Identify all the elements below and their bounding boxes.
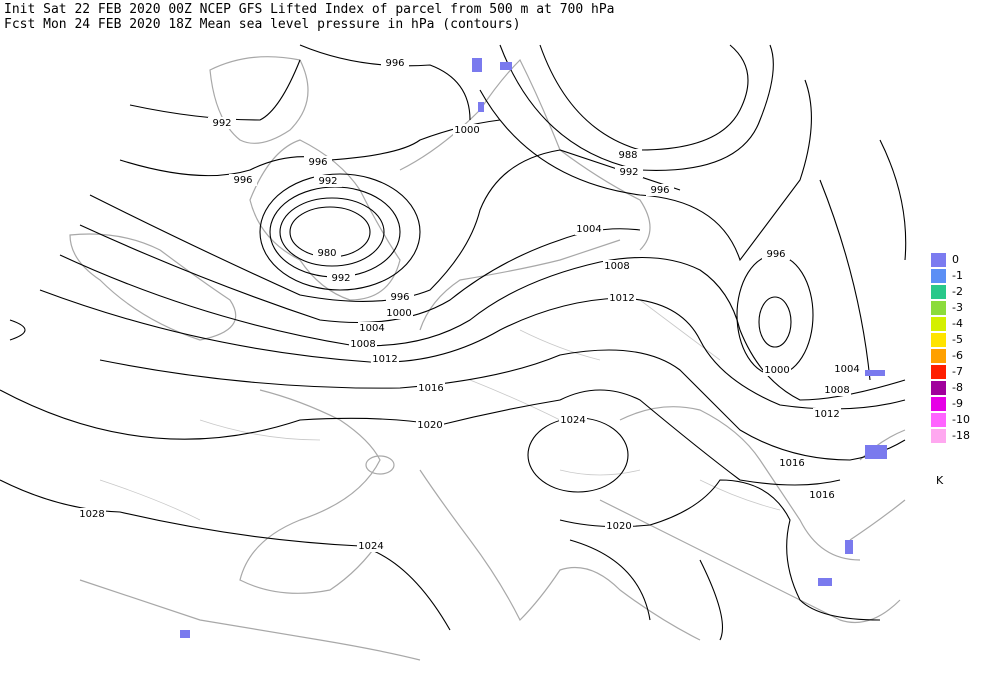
contour-label: 1000 xyxy=(454,125,479,136)
contour-label: 1024 xyxy=(358,541,383,552)
contour-label-bg xyxy=(349,338,377,350)
legend-swatch xyxy=(931,381,946,395)
contour-label-bg xyxy=(763,364,791,376)
contour-label: 992 xyxy=(331,273,350,284)
isobars xyxy=(0,44,907,641)
contour-label: 1024 xyxy=(560,415,585,426)
legend-label: -9 xyxy=(952,397,963,410)
contour-label-bg xyxy=(371,353,399,365)
contour-label-bg xyxy=(778,457,806,469)
legend-swatch xyxy=(931,253,946,267)
contour-label-bg xyxy=(327,272,355,284)
legend-label: -10 xyxy=(952,413,970,426)
contour-label: 992 xyxy=(619,167,638,178)
legend-swatch xyxy=(931,365,946,379)
contour-label-bg xyxy=(559,414,587,426)
contour-label: 1016 xyxy=(809,490,834,501)
contour-label-bg xyxy=(833,363,861,375)
legend-swatch xyxy=(931,269,946,283)
contour-label-bg xyxy=(608,292,636,304)
contour-label: 996 xyxy=(766,249,785,260)
contour-label-bg xyxy=(813,408,841,420)
contour-label: 996 xyxy=(233,175,252,186)
contour-label-bg xyxy=(313,247,341,259)
legend-swatch xyxy=(931,429,946,443)
legend-label: -1 xyxy=(952,269,963,282)
contour-label: 1012 xyxy=(609,293,634,304)
contour-label: 996 xyxy=(385,58,404,69)
contour-label-bg xyxy=(416,419,444,431)
legend-label: -3 xyxy=(952,301,963,314)
contour-label-bg xyxy=(314,175,342,187)
contour-label: 1016 xyxy=(418,383,443,394)
contour-label-bg xyxy=(229,174,257,186)
contour-label-bg xyxy=(614,149,642,161)
legend-unit: K xyxy=(936,474,944,487)
legend-swatch xyxy=(931,397,946,411)
contour-label: 992 xyxy=(212,118,231,129)
contour-label-bg xyxy=(304,156,332,168)
legend-label: 0 xyxy=(952,253,959,266)
contour-label-bg xyxy=(575,223,603,235)
contour-label: 1016 xyxy=(779,458,804,469)
contour-label: 996 xyxy=(390,292,409,303)
contour-label: 1008 xyxy=(604,261,629,272)
legend-label: -8 xyxy=(952,381,963,394)
contour-label-bg xyxy=(417,382,445,394)
legend-swatch xyxy=(931,285,946,299)
contour-label-bg xyxy=(823,384,851,396)
contour-label: 1004 xyxy=(576,224,601,235)
legend-swatch xyxy=(931,317,946,331)
legend-swatch xyxy=(931,333,946,347)
borders xyxy=(99,299,781,521)
contour-label-bg xyxy=(358,322,386,334)
contour-label-bg xyxy=(357,540,385,552)
contour-label: 1020 xyxy=(417,420,442,431)
contour-label: 1012 xyxy=(372,354,397,365)
legend-label: -4 xyxy=(952,317,963,330)
contour-label-bg xyxy=(615,166,643,178)
legend-label: -5 xyxy=(952,333,963,346)
contour-label: 1004 xyxy=(359,323,384,334)
contour-label-bg xyxy=(453,124,481,136)
contour-label-bg xyxy=(603,260,631,272)
legend-swatch xyxy=(931,349,946,363)
contour-label: 1028 xyxy=(79,509,104,520)
contour-label-bg xyxy=(605,520,633,532)
contour-label-bg xyxy=(386,291,414,303)
contour-label: 1012 xyxy=(814,409,839,420)
contour-label: 980 xyxy=(317,248,336,259)
legend-label: -6 xyxy=(952,349,963,362)
instability-patches xyxy=(180,58,887,638)
contour-label: 988 xyxy=(618,150,637,161)
contour-label: 1000 xyxy=(764,365,789,376)
contour-label-bg xyxy=(385,307,413,319)
map-domain xyxy=(0,44,1000,672)
contour-label-bg xyxy=(78,508,106,520)
contour-label: 1008 xyxy=(350,339,375,350)
legend-swatch xyxy=(931,413,946,427)
contour-label-bg xyxy=(381,57,409,69)
contour-label-bg xyxy=(208,117,236,129)
contour-label: 1008 xyxy=(824,385,849,396)
legend-label: -2 xyxy=(952,285,963,298)
contour-label: 996 xyxy=(308,157,327,168)
contour-label-bg xyxy=(762,248,790,260)
contour-label-bg xyxy=(808,489,836,501)
contour-label: 992 xyxy=(318,176,337,187)
contour-label: 996 xyxy=(650,185,669,196)
legend-label: -7 xyxy=(952,365,963,378)
legend-label: -18 xyxy=(952,429,970,442)
contour-label-bg xyxy=(646,184,674,196)
legend-swatch xyxy=(931,301,946,315)
header-line: Fcst Mon 24 FEB 2020 18Z Mean sea level … xyxy=(4,17,521,32)
contour-label: 1004 xyxy=(834,364,859,375)
header-line: Init Sat 22 FEB 2020 00Z NCEP GFS Lifted… xyxy=(4,2,614,17)
contour-label: 1000 xyxy=(386,308,411,319)
contour-label: 1020 xyxy=(606,521,631,532)
coastlines xyxy=(69,56,906,661)
